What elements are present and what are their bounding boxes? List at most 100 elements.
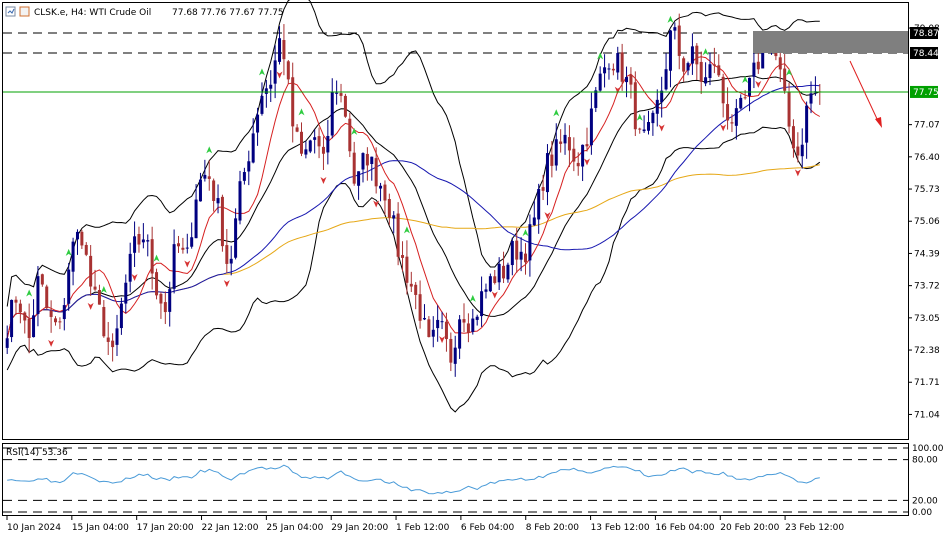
time-tick-label: 22 Jan 12:00 [202, 523, 259, 533]
candle-body [357, 171, 361, 186]
candle-body [365, 153, 369, 166]
candle-body [155, 272, 159, 296]
candle-body [668, 30, 672, 71]
candle-body [225, 245, 229, 264]
candle-body [242, 172, 246, 181]
level-tag-box [910, 27, 938, 39]
candle-body [58, 321, 62, 323]
down-fractal-arrow [131, 274, 138, 282]
bollinger-middle-line [6, 75, 820, 339]
candle-body [124, 282, 128, 304]
candle-body [80, 231, 84, 246]
candle-body [576, 162, 580, 167]
candle-body [207, 176, 211, 179]
candle-body [686, 63, 690, 71]
candle-body [537, 189, 541, 220]
candle-body [198, 179, 202, 202]
candle-body [190, 237, 194, 247]
candle-body [264, 88, 268, 94]
up-fractal-arrow [469, 294, 476, 302]
candle-body [36, 276, 40, 315]
candle-body [466, 323, 470, 333]
price-tick-label: 76.40 [914, 153, 940, 163]
candle-body [554, 139, 558, 166]
price-tick-label: 75.06 [914, 217, 940, 227]
candle-body [563, 134, 567, 144]
candle-body [5, 338, 9, 348]
down-fractal-arrow [658, 124, 665, 132]
up-fractal-arrow [100, 286, 107, 294]
price-tick-label: 73.72 [914, 282, 940, 292]
candle-body [471, 318, 475, 332]
candle-body [677, 25, 681, 56]
down-fractal-arrow [223, 280, 230, 288]
candle-body [651, 112, 655, 124]
candle-body [339, 93, 343, 96]
candle-body [299, 131, 303, 154]
candle-body [383, 184, 387, 201]
rsi-scale-label: 100.00 [912, 444, 944, 454]
candle-body [528, 224, 532, 261]
candle-body [84, 244, 88, 255]
candle-body [168, 289, 172, 312]
candle-body [655, 99, 659, 114]
time-tick-label: 15 Jan 04:00 [72, 523, 129, 533]
candle-body [185, 247, 189, 249]
time-tick-label: 17 Jan 20:00 [137, 523, 194, 533]
header-symbol: CLSK.e, H4: WTI Crude Oil [34, 8, 151, 18]
candle-body [392, 215, 396, 219]
candle-body [62, 305, 66, 320]
candle-body [611, 68, 615, 71]
candle-body [488, 276, 492, 292]
time-tick-label: 8 Feb 20:00 [526, 523, 580, 533]
candle-body [734, 108, 738, 126]
rsi-line [7, 464, 820, 495]
candle-body [115, 328, 119, 345]
candle-body [14, 299, 18, 303]
ma-fast-line [6, 56, 821, 339]
rsi-axis: 100.00 80.00 20.00 0.00 [912, 444, 944, 518]
candle-body [229, 258, 233, 264]
candle-body [695, 45, 699, 65]
candle-body [708, 64, 712, 78]
candle-body [475, 316, 479, 320]
candle-body [133, 236, 137, 253]
candle-body [352, 152, 356, 184]
candle-body [32, 315, 36, 338]
down-fractal-arrow [439, 336, 446, 344]
candle-body [638, 128, 642, 130]
candle-body [761, 47, 765, 69]
up-fractal-arrow [742, 75, 749, 83]
price-tick-label: 77.07 [914, 121, 940, 131]
candle-body [778, 57, 782, 70]
candle-body [673, 27, 677, 31]
up-fractal-arrow [351, 127, 358, 135]
up-fractal-arrow [597, 52, 604, 60]
candle-body [414, 284, 418, 295]
candle-body [598, 73, 602, 91]
candle-body [787, 91, 791, 127]
candle-body [93, 286, 97, 290]
candle-body [493, 276, 497, 283]
time-axis: 10 Jan 2024 15 Jan 04:00 17 Jan 20:00 22 Ja… [6, 516, 844, 533]
time-tick-label: 1 Feb 12:00 [396, 523, 450, 533]
up-fractal-arrow [667, 15, 674, 23]
candle-body [427, 319, 431, 338]
last-price-tag-box [910, 85, 938, 98]
candle-body [690, 46, 694, 64]
candle-body [502, 265, 506, 279]
down-fractal-arrow [720, 124, 727, 132]
candle-body [796, 146, 800, 156]
last-price-tag-label: 77.75 [913, 88, 939, 98]
candle-body [10, 299, 14, 338]
time-tick-label: 10 Jan 2024 [7, 523, 61, 533]
up-fractal-arrow [403, 226, 410, 234]
candle-body [633, 82, 637, 130]
candle-body [783, 68, 787, 91]
rsi-scale-label: 20.00 [912, 496, 938, 506]
down-fractal-arrow [794, 169, 801, 177]
price-tick-label: 75.73 [914, 185, 940, 195]
candle-body [150, 239, 154, 274]
candle-body [216, 198, 220, 204]
